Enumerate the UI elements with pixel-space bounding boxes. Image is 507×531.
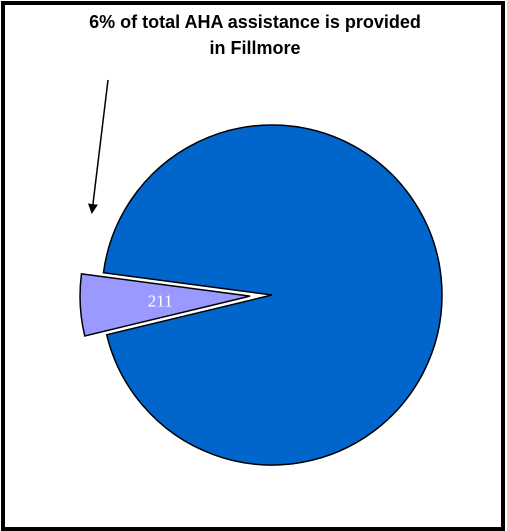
pie-slice-3395 — [102, 124, 443, 466]
data-label-small-slice: 211 — [148, 291, 173, 310]
chart-annotation: 6% of total AHA assistance is provided i… — [89, 12, 421, 58]
data-label-large-slice: 3,395 — [463, 182, 501, 201]
annotation-arrow — [87, 79, 109, 214]
pie-slice-211 — [79, 273, 251, 337]
